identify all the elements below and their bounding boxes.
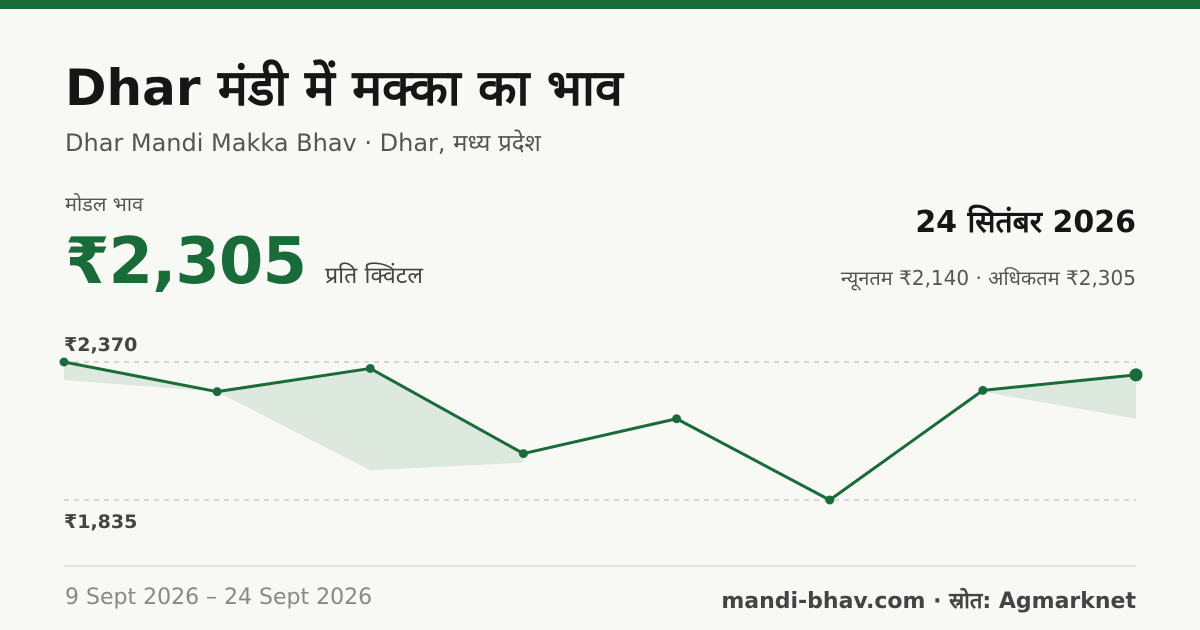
modal-price-label: मोडल भाव (65, 192, 144, 216)
latest-price-point (1129, 368, 1143, 382)
date-range: 9 Sept 2026 – 24 Sept 2026 (65, 585, 373, 610)
source-credit: mandi-bhav.com · स्रोत: Agmarknet (721, 589, 1136, 614)
y-max-label: ₹2,370 (64, 334, 137, 356)
page-title: Dhar मंडी में मक्का का भाव (65, 59, 623, 117)
range-band-segment (64, 362, 524, 471)
price-point (672, 414, 682, 424)
modal-price-value: ₹2,305 (65, 225, 307, 299)
price-point (212, 387, 222, 397)
price-points (59, 357, 1143, 505)
price-trend-chart: ₹2,370 ₹1,835 (59, 334, 1143, 567)
price-unit: प्रति क्विंटल (325, 263, 423, 289)
min-max-prices: न्यूनतम ₹2,140 · अधिकतम ₹2,305 (840, 266, 1136, 290)
price-point (825, 495, 835, 505)
y-min-label: ₹1,835 (64, 511, 137, 533)
top-accent-bar (0, 0, 1200, 9)
price-point (978, 385, 988, 395)
price-point (59, 357, 69, 367)
price-range-band (64, 362, 1136, 471)
price-line (63, 360, 1137, 502)
page-subtitle: Dhar Mandi Makka Bhav · Dhar, मध्य प्रदे… (65, 129, 541, 157)
price-point (365, 363, 375, 373)
price-row: ₹2,305 प्रति क्विंटल (65, 225, 423, 299)
range-band-segment (982, 374, 1136, 419)
price-point (518, 449, 528, 459)
price-date: 24 सितंबर 2026 (915, 205, 1136, 240)
